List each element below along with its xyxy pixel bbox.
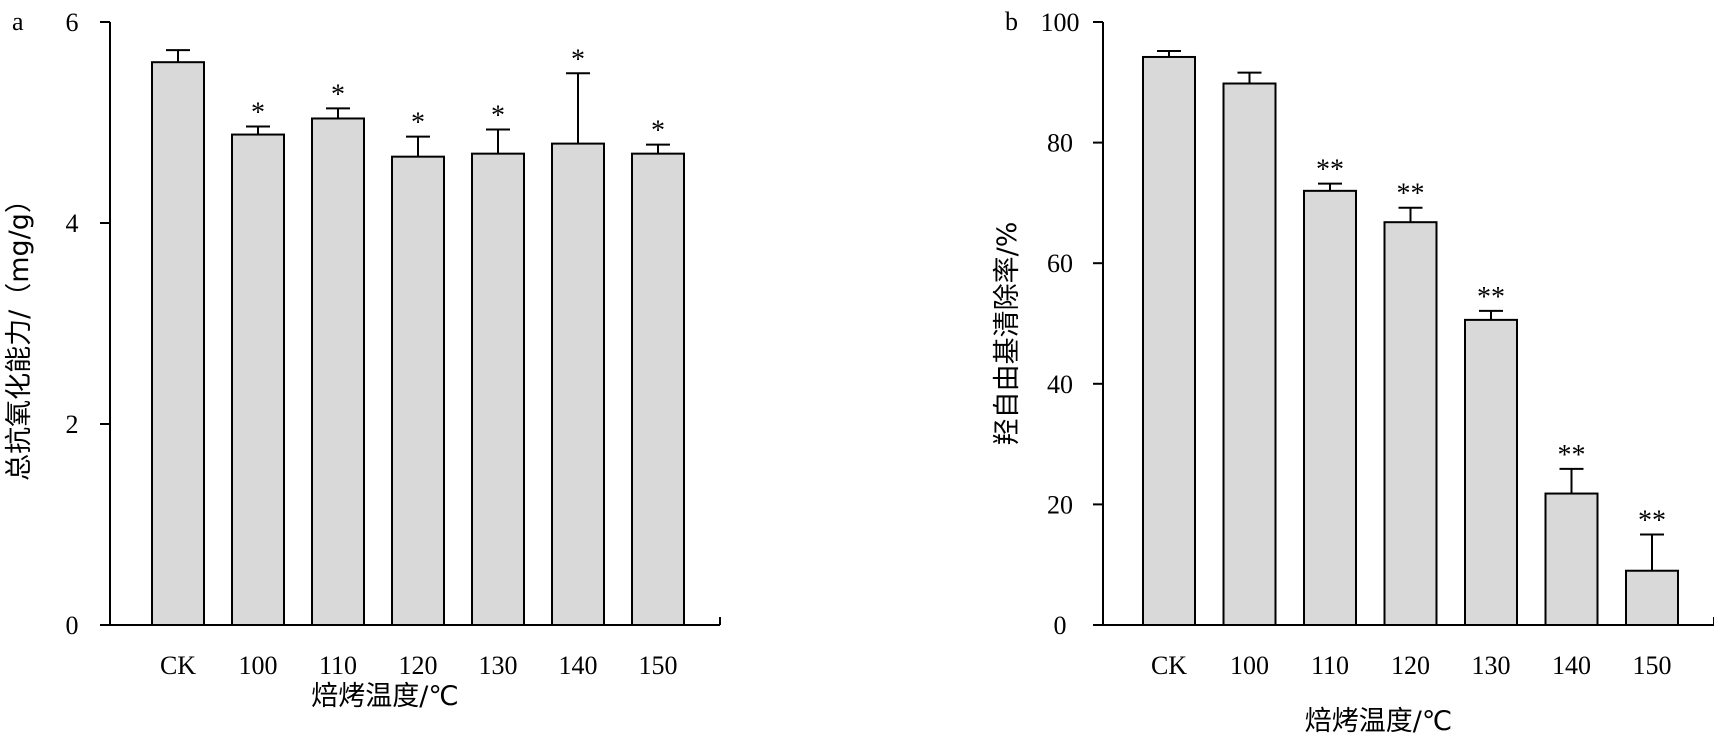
- panel-b-x-tick-label: 110: [1311, 651, 1349, 680]
- panel-b-x-tick-label: 100: [1230, 651, 1269, 680]
- panel-b-x-axis-title: 焙烤温度/℃: [1305, 706, 1452, 737]
- panel-a-significance-mark: *: [331, 79, 345, 110]
- panel-b-y-axis-title: 羟自由基清除率/%: [992, 222, 1023, 446]
- panel-a-panel-label: a: [12, 7, 24, 36]
- panel-a-bar: [471, 152, 525, 626]
- panel-b-x-tick-label: 150: [1633, 651, 1672, 680]
- panel-b-x-tick-label: 140: [1552, 651, 1591, 680]
- panel-b-significance-mark: **: [1316, 155, 1344, 186]
- panel-b-bar: [1625, 569, 1679, 626]
- panel-a-bar: [551, 142, 605, 626]
- panel-b-y-tick-label: 100: [1041, 8, 1080, 37]
- panel-b-bar: [1142, 55, 1196, 626]
- panel-a-y-tick-label: 6: [66, 8, 79, 37]
- panel-a-x-tick-label: 110: [319, 651, 357, 680]
- panel-b-y-tick-label: 40: [1047, 370, 1073, 399]
- panel-a-x-tick-label: 120: [399, 651, 438, 680]
- panel-b-x-tick-label: 130: [1472, 651, 1511, 680]
- panel-a-y-axis-title: 总抗氧化能力/（mg/g）: [4, 186, 35, 481]
- panel-b-panel-label: b: [1005, 7, 1018, 36]
- panel-a-significance-mark: *: [411, 108, 425, 139]
- panel-a-significance-mark: *: [651, 116, 665, 147]
- panel-a-x-tick-label: CK: [160, 651, 196, 680]
- panel-a-y-tick-label: 2: [66, 410, 79, 439]
- panel-b-y-tick-label: 20: [1047, 490, 1073, 519]
- panel-a-x-axis-title: 焙烤温度/℃: [311, 681, 458, 712]
- panel-b-x-tick-label: CK: [1151, 651, 1187, 680]
- panel-b-bar: [1383, 221, 1438, 626]
- panel-b-significance-mark: **: [1558, 440, 1586, 471]
- panel-a-bar: [391, 155, 445, 626]
- panel-a-y-tick-label: 0: [66, 611, 79, 640]
- panel-b-significance-mark: **: [1638, 506, 1666, 537]
- panel-a-bar: [311, 117, 365, 626]
- panel-a-significance-mark: *: [491, 101, 505, 132]
- panel-a-bar: [151, 61, 205, 626]
- panel-b-significance-mark: **: [1397, 179, 1425, 210]
- panel-a-y-tick-label: 4: [66, 209, 79, 238]
- panel-a-x-tick-label: 140: [559, 651, 598, 680]
- panel-a-x-tick-label: 100: [239, 651, 278, 680]
- panel-b-bar: [1222, 82, 1277, 627]
- panel-a-bar: [231, 133, 285, 626]
- panel-b-y-tick-label: 60: [1047, 249, 1073, 278]
- panel-a-significance-mark: *: [571, 44, 585, 75]
- panel-b-bar: [1544, 492, 1599, 626]
- panel-a-significance-mark: *: [251, 98, 265, 129]
- panel-b-y-tick-label: 0: [1054, 611, 1067, 640]
- panel-b-bar: [1303, 189, 1357, 626]
- panel-b-significance-mark: **: [1477, 282, 1505, 313]
- panel-b-bar: [1464, 318, 1518, 626]
- panel-a-x-tick-label: 130: [479, 651, 518, 680]
- panel-b-y-tick-label: 80: [1047, 129, 1073, 158]
- panel-a-bar: [631, 152, 685, 626]
- panel-a-x-tick-label: 150: [639, 651, 678, 680]
- panel-b-x-tick-label: 120: [1391, 651, 1430, 680]
